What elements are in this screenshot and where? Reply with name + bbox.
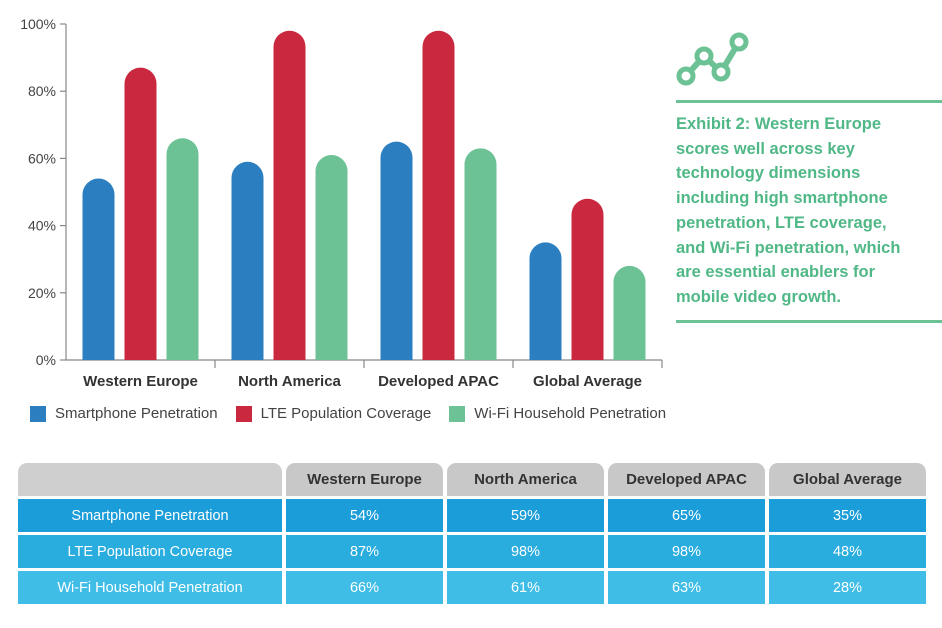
bar-wifi xyxy=(613,265,646,360)
table-cell: 87% xyxy=(286,535,443,568)
y-tick-label: 40% xyxy=(28,218,56,234)
legend-swatch-smartphone xyxy=(30,405,46,422)
row-label: Smartphone Penetration xyxy=(18,499,282,532)
legend-item-smartphone: Smartphone Penetration xyxy=(30,405,218,422)
bar-chart: 0% 20% 40% 60% 80% 100% Western Europe North Am… xyxy=(20,16,663,390)
row-label: LTE Population Coverage xyxy=(18,535,282,568)
y-tick-label: 60% xyxy=(28,150,56,166)
table-header: North America xyxy=(447,463,604,496)
bar-wifi xyxy=(315,155,348,360)
bar-smartphone xyxy=(529,242,562,360)
table-header: Developed APAC xyxy=(608,463,765,496)
row-label: Wi-Fi Household Penetration xyxy=(18,571,282,604)
x-category-label: Western Europe xyxy=(83,373,198,390)
exhibit-top-rule xyxy=(676,100,942,103)
table-header-row: Western Europe North America Developed A… xyxy=(18,463,926,496)
y-tick-label: 80% xyxy=(28,83,56,99)
bar-lte xyxy=(273,30,306,360)
y-tick-label: 20% xyxy=(28,285,56,301)
table-row: Wi-Fi Household Penetration 66% 61% 63% … xyxy=(18,571,926,604)
y-tick-label: 0% xyxy=(36,352,56,368)
table-corner-cell xyxy=(18,463,282,496)
bar-lte xyxy=(571,198,604,360)
table-row: LTE Population Coverage 87% 98% 98% 48% xyxy=(18,535,926,568)
table-header: Western Europe xyxy=(286,463,443,496)
table-cell: 65% xyxy=(608,499,765,532)
legend-item-wifi: Wi-Fi Household Penetration xyxy=(449,405,666,422)
x-category-label: Global Average xyxy=(533,373,642,390)
data-table: Western Europe North America Developed A… xyxy=(14,460,930,607)
legend-swatch-wifi xyxy=(449,405,466,422)
table-cell: 48% xyxy=(769,535,926,568)
table-cell: 98% xyxy=(447,535,604,568)
table-cell: 35% xyxy=(769,499,926,532)
table-cell: 66% xyxy=(286,571,443,604)
chart-legend: Smartphone Penetration LTE Population Co… xyxy=(30,405,684,422)
table-row: Smartphone Penetration 54% 59% 65% 35% xyxy=(18,499,926,532)
legend-item-lte: LTE Population Coverage xyxy=(235,405,432,422)
exhibit-caption: Exhibit 2: Western Europe scores well ac… xyxy=(676,115,901,306)
x-category-label: Developed APAC xyxy=(378,373,499,390)
y-tick-label: 100% xyxy=(20,16,56,32)
table-header: Global Average xyxy=(769,463,926,496)
bar-smartphone xyxy=(231,161,264,360)
bar-smartphone xyxy=(380,141,413,360)
table-cell: 54% xyxy=(286,499,443,532)
legend-label-lte: LTE Population Coverage xyxy=(260,405,432,422)
x-category-label: North America xyxy=(238,373,341,390)
exhibit-icon-wrap xyxy=(676,32,942,92)
bar-wifi xyxy=(464,148,497,360)
table-cell: 63% xyxy=(608,571,765,604)
bar-lte xyxy=(422,30,455,360)
bar-wifi xyxy=(166,138,199,360)
bar-smartphone xyxy=(82,178,115,360)
bar-lte xyxy=(124,67,157,361)
table-cell: 59% xyxy=(447,499,604,532)
legend-swatch-lte xyxy=(235,405,252,422)
table-cell: 98% xyxy=(608,535,765,568)
exhibit-bottom-rule xyxy=(676,320,942,323)
table-cell: 28% xyxy=(769,571,926,604)
legend-label-wifi: Wi-Fi Household Penetration xyxy=(474,405,667,422)
table-cell: 61% xyxy=(447,571,604,604)
legend-label-smartphone: Smartphone Penetration xyxy=(55,405,218,422)
line-chart-icon xyxy=(676,32,749,86)
